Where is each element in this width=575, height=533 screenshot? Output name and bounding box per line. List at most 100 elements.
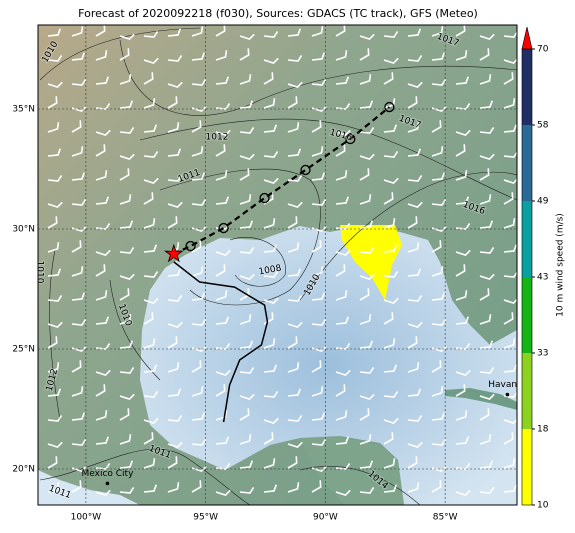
wind-barb [47, 268, 62, 277]
wind-barb [503, 338, 516, 349]
colorbar-tick-label: 10 [537, 501, 549, 511]
wind-barb [383, 177, 399, 185]
wind-barb [431, 78, 447, 86]
wind-barb [119, 288, 130, 301]
wind-barb [455, 196, 470, 205]
wind-barb [215, 462, 231, 470]
wind-barb [383, 458, 396, 469]
wind-barb [119, 74, 132, 85]
wind-barb [47, 122, 60, 133]
track-point [185, 240, 196, 252]
wind-barb [407, 414, 423, 422]
wind-barb [239, 194, 252, 205]
wind-barb [215, 342, 231, 350]
wind-barb [407, 482, 420, 493]
wind-barb [95, 410, 108, 421]
wind-barb [47, 54, 63, 62]
wind-barb [407, 96, 418, 109]
wind-barb [119, 48, 130, 61]
wind-barb [47, 174, 63, 182]
colorbar-tick-label: 49 [537, 197, 549, 207]
wind-barb [143, 270, 159, 278]
lon-tick-label: 100°W [71, 513, 102, 523]
wind-barb [119, 366, 135, 374]
wind-barb [119, 408, 130, 421]
wind-barb [215, 264, 226, 277]
wind-barb [167, 174, 183, 182]
wind-barb [359, 434, 372, 445]
wind-barb [263, 270, 279, 278]
wind-barb [503, 124, 517, 133]
wind-barb [119, 273, 135, 281]
wind-barb [455, 25, 466, 37]
wind-barb [503, 312, 514, 325]
wind-barb [287, 54, 303, 62]
wind-barb [407, 174, 423, 182]
wind-barb [407, 242, 420, 253]
wind-barb [335, 129, 351, 137]
wind-barb [479, 100, 494, 109]
wind-barb [263, 297, 279, 305]
wind-barb [119, 340, 134, 349]
wind-barb [503, 364, 517, 373]
wind-barb [311, 412, 326, 421]
wind-barb [335, 290, 348, 301]
wind-barb [455, 129, 471, 137]
wind-barb [119, 220, 134, 229]
wind-barb [167, 96, 178, 109]
wind-barb [287, 482, 300, 493]
storm-position [164, 243, 184, 263]
wind-barb [287, 122, 300, 133]
colorbar-label: 10 m wind speed (m/s) [556, 213, 566, 317]
wind-barb [407, 388, 422, 397]
wind-barb [215, 144, 226, 157]
wind-barb [431, 360, 442, 373]
wind-barb [407, 336, 418, 349]
colorbar-extend [521, 26, 533, 50]
wind-barb [95, 222, 111, 230]
wind-barb [143, 312, 154, 325]
colorbar-tick-label: 33 [537, 349, 548, 359]
wind-barb [167, 336, 178, 349]
wind-barb [407, 28, 422, 37]
wind-barb [71, 120, 82, 133]
wind-barb [287, 414, 303, 422]
wind-barb [263, 458, 276, 469]
wind-barb [407, 216, 418, 229]
track-point [218, 222, 229, 234]
past-track [173, 261, 269, 423]
wind-barb [311, 78, 327, 86]
wind-barb [287, 388, 302, 397]
wind-barb [479, 366, 495, 374]
wind-barb [479, 314, 492, 325]
wind-barb [431, 292, 446, 301]
wind-barb [455, 410, 468, 421]
wind-barb [383, 312, 394, 325]
lon-tick-label: 85°W [433, 513, 458, 523]
wind-barb [215, 369, 231, 377]
wind-barb [215, 436, 230, 445]
wind-barb [359, 246, 375, 254]
wind-barb [287, 336, 298, 349]
city-dot [105, 481, 110, 486]
wind-barb [503, 218, 516, 229]
wind-barb [143, 390, 159, 398]
wind-barb [359, 100, 374, 109]
wind-barb [191, 360, 202, 373]
wind-barb [167, 414, 183, 422]
wind-barb [311, 146, 324, 157]
wind-barb [215, 170, 228, 181]
wind-barb [479, 153, 495, 161]
wind-barb [215, 196, 230, 205]
axes: 100°W 95°W 90°W 85°W 20°N 25°N 30°N 35°N [12, 105, 457, 523]
wind-barb [143, 192, 154, 205]
wind-barb [479, 486, 495, 494]
wind-barb [239, 340, 254, 349]
wind-barb [71, 386, 84, 397]
wind-barb [143, 484, 158, 493]
wind-barb [239, 314, 252, 325]
wind-barb [71, 266, 84, 277]
wind-barb [239, 220, 254, 229]
